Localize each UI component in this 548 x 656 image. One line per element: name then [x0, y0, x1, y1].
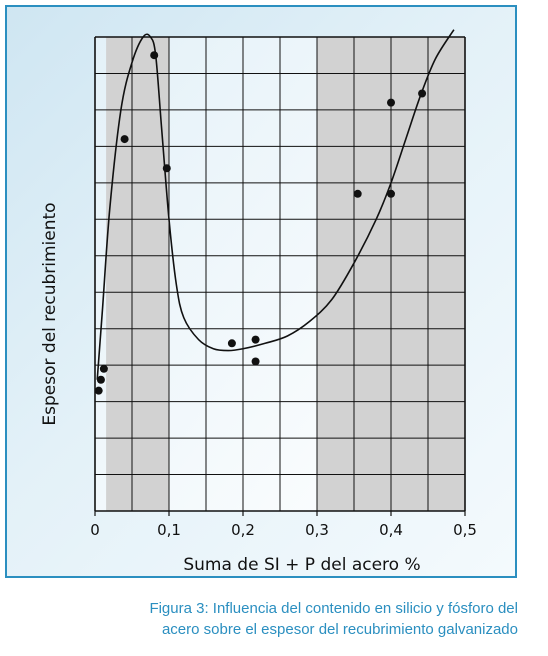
data-point: [251, 357, 260, 366]
data-point: [387, 98, 395, 107]
shaded-region: [106, 37, 169, 511]
data-point: [418, 89, 427, 98]
chart: 0 0,1 0,2 0,3 0,4 0,5 Suma de SI + P del acer…: [40, 29, 477, 575]
data-point: [353, 189, 362, 198]
data-point: [150, 51, 159, 60]
x-tick-labels: 0 0,1 0,2 0,3 0,4 0,5: [90, 521, 477, 539]
data-point: [120, 135, 129, 144]
data-point: [227, 339, 236, 348]
data-point: [387, 189, 395, 198]
x-axis-label: Suma de SI + P del acero %: [183, 555, 420, 575]
x-tick-label: 0,3: [305, 521, 329, 539]
data-point: [99, 364, 108, 373]
y-axis-label: Espesor del recubrimiento: [40, 202, 60, 425]
x-tick-label: 0,2: [231, 521, 255, 539]
data-points: [94, 51, 427, 395]
x-tick-label: 0,5: [453, 521, 477, 539]
x-tick-label: 0,1: [157, 521, 181, 539]
chart-frame: 0 0,1 0,2 0,3 0,4 0,5 Suma de SI + P del acer…: [5, 5, 517, 578]
trend-curve: [96, 29, 455, 380]
data-point: [96, 375, 105, 384]
data-point: [94, 386, 103, 395]
data-point: [251, 335, 260, 344]
data-point: [162, 164, 171, 173]
caption-line-1: Figura 3: Influencia del contenido en si…: [149, 600, 518, 617]
caption-line-2: acero sobre el espesor del recubrimiento…: [161, 621, 518, 638]
x-tick-label: 0,4: [379, 521, 403, 539]
x-tick-label: 0: [90, 521, 100, 539]
figure-caption: Figura 3: Influencia del contenido en si…: [48, 598, 518, 640]
grid-lines: [94, 36, 466, 516]
